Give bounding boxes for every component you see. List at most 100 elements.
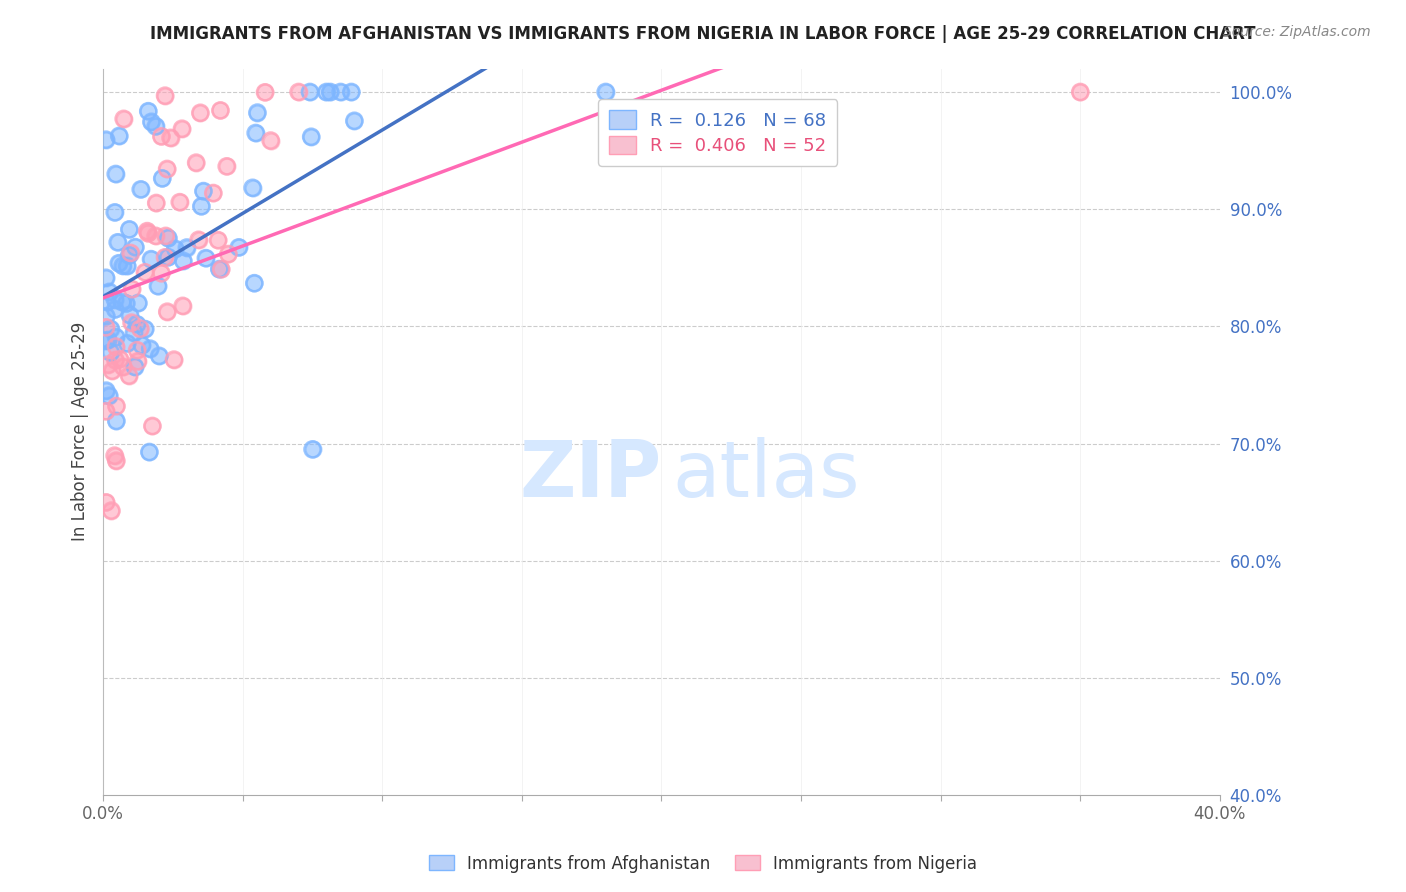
- Point: [139, 342, 162, 356]
- Point: [217, 247, 239, 261]
- Point: [145, 120, 167, 134]
- Point: [242, 181, 264, 195]
- Point: [595, 85, 617, 99]
- Point: [104, 302, 127, 317]
- Text: atlas: atlas: [672, 437, 860, 514]
- Point: [187, 233, 209, 247]
- Point: [129, 182, 152, 196]
- Point: [139, 342, 162, 356]
- Point: [101, 364, 124, 378]
- Point: [301, 442, 323, 457]
- Point: [108, 352, 131, 367]
- Point: [148, 349, 170, 363]
- Point: [136, 226, 159, 240]
- Point: [98, 285, 121, 299]
- Point: [121, 316, 143, 330]
- Point: [105, 399, 128, 413]
- Point: [107, 235, 129, 250]
- Point: [100, 322, 122, 336]
- Point: [172, 299, 194, 313]
- Point: [127, 296, 149, 310]
- Point: [104, 167, 127, 181]
- Point: [194, 251, 217, 265]
- Point: [207, 233, 229, 247]
- Point: [176, 240, 198, 254]
- Point: [118, 248, 141, 262]
- Point: [153, 250, 176, 264]
- Point: [104, 205, 127, 219]
- Point: [340, 85, 363, 99]
- Point: [96, 294, 118, 309]
- Point: [98, 388, 121, 402]
- Point: [141, 418, 163, 433]
- Point: [125, 343, 148, 358]
- Point: [105, 330, 128, 344]
- Point: [112, 359, 135, 374]
- Point: [209, 103, 232, 118]
- Point: [103, 449, 125, 463]
- Point: [124, 240, 146, 254]
- Point: [155, 228, 177, 243]
- Point: [139, 252, 162, 267]
- Point: [145, 228, 167, 243]
- Point: [159, 131, 181, 145]
- Point: [96, 384, 118, 398]
- Point: [298, 85, 321, 99]
- Point: [193, 184, 215, 198]
- Point: [157, 231, 180, 245]
- Point: [97, 333, 120, 347]
- Point: [111, 259, 134, 273]
- Point: [150, 266, 173, 280]
- Point: [245, 126, 267, 140]
- Point: [156, 304, 179, 318]
- Point: [595, 85, 617, 99]
- Point: [111, 295, 134, 310]
- Point: [108, 128, 131, 143]
- Point: [120, 246, 142, 260]
- Legend: R =  0.126   N = 68, R =  0.406   N = 52: R = 0.126 N = 68, R = 0.406 N = 52: [598, 99, 837, 166]
- Point: [208, 262, 231, 277]
- Point: [187, 233, 209, 247]
- Point: [104, 167, 127, 181]
- Point: [118, 248, 141, 262]
- Point: [101, 364, 124, 378]
- Point: [136, 224, 159, 238]
- Point: [298, 85, 321, 99]
- Point: [134, 322, 156, 336]
- Point: [136, 104, 159, 119]
- Point: [94, 270, 117, 285]
- Point: [172, 253, 194, 268]
- Point: [104, 293, 127, 307]
- Point: [129, 182, 152, 196]
- Point: [118, 368, 141, 383]
- Point: [165, 242, 187, 256]
- Point: [125, 317, 148, 331]
- Point: [145, 196, 167, 211]
- Point: [208, 262, 231, 277]
- Point: [124, 359, 146, 374]
- Point: [134, 322, 156, 336]
- Point: [246, 105, 269, 120]
- Point: [243, 276, 266, 290]
- Point: [94, 320, 117, 334]
- Point: [155, 228, 177, 243]
- Point: [121, 316, 143, 330]
- Point: [253, 86, 276, 100]
- Point: [94, 334, 117, 348]
- Point: [157, 231, 180, 245]
- Point: [115, 336, 138, 351]
- Point: [215, 159, 238, 173]
- Point: [287, 85, 309, 99]
- Point: [170, 121, 193, 136]
- Point: [108, 128, 131, 143]
- Point: [209, 262, 232, 277]
- Point: [100, 345, 122, 359]
- Point: [94, 404, 117, 418]
- Point: [215, 159, 238, 173]
- Point: [138, 445, 160, 459]
- Point: [343, 113, 366, 128]
- Point: [150, 129, 173, 144]
- Point: [94, 404, 117, 418]
- Point: [156, 304, 179, 318]
- Point: [97, 358, 120, 372]
